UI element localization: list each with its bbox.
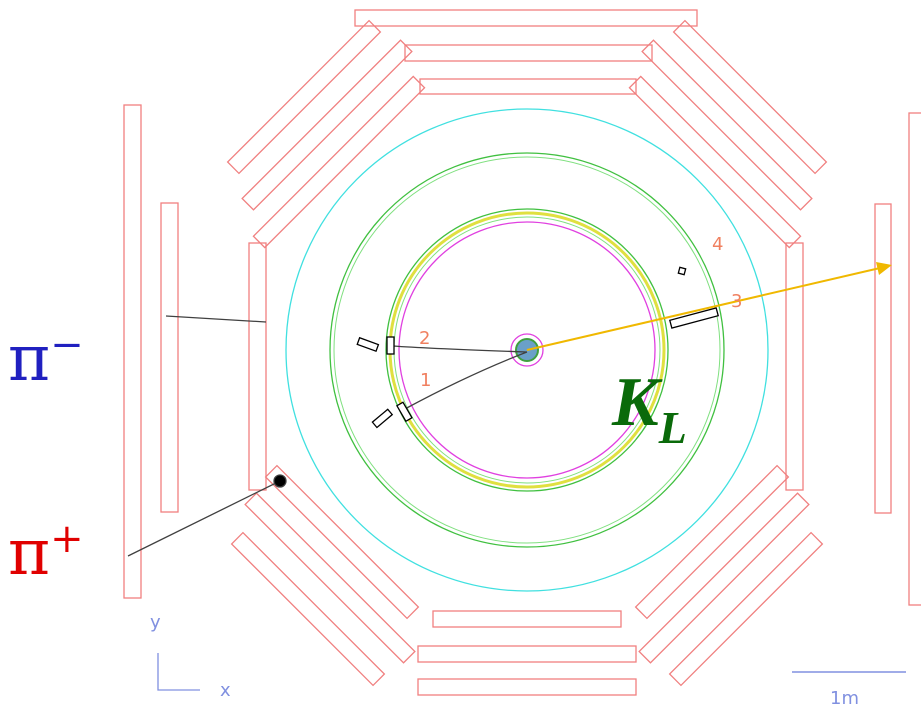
muon-chambers xyxy=(123,9,921,696)
kaon-label: KL xyxy=(611,364,687,453)
cluster-label: 2 xyxy=(419,328,430,349)
cluster-label: 4 xyxy=(712,234,723,255)
kaon-direction xyxy=(526,262,892,351)
axis-x: x xyxy=(220,680,231,701)
subscript: L xyxy=(658,402,687,453)
tracks xyxy=(127,315,528,557)
pi-plus-label: π+ xyxy=(8,516,84,590)
cluster-label: 1 xyxy=(420,370,431,391)
axis-indicator: y x xyxy=(150,612,231,701)
cluster-numbers: 1 2 3 4 xyxy=(419,234,742,391)
clusters xyxy=(356,266,720,429)
symbol: π xyxy=(8,516,50,590)
scale-label: 1m xyxy=(830,688,859,709)
cluster-label: 3 xyxy=(731,291,742,312)
charge: − xyxy=(50,322,84,368)
symbol: π xyxy=(8,322,50,396)
charge: + xyxy=(50,516,84,562)
scale: 1m xyxy=(792,671,906,709)
axis-y: y xyxy=(150,612,161,633)
symbol: K xyxy=(611,364,663,441)
pi-minus-label: π− xyxy=(8,322,84,396)
